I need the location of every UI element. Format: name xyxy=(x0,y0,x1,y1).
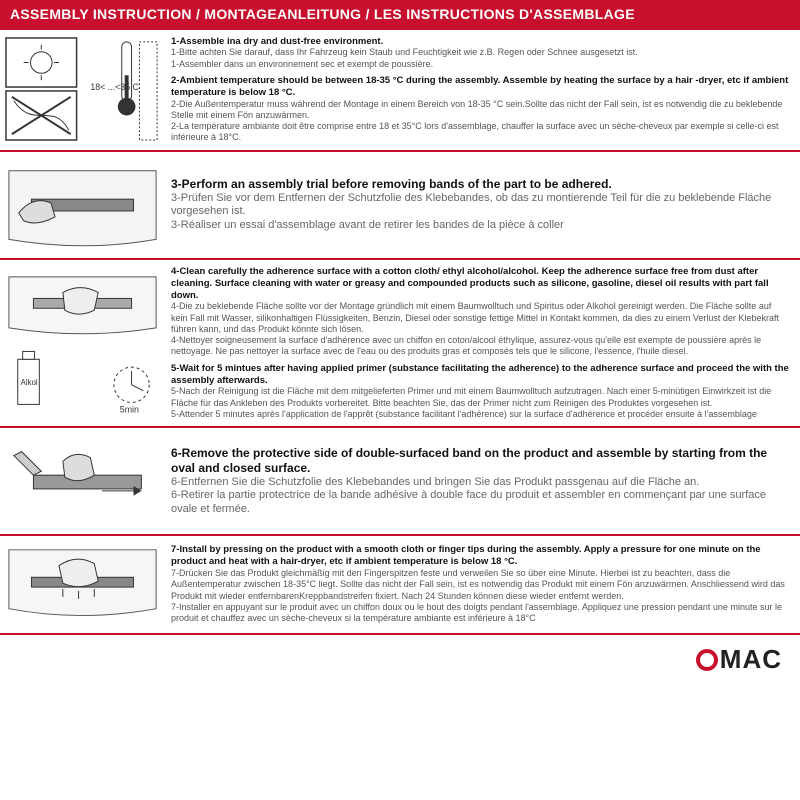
step-row-4-5: Alkol 5min 4-Clean carefully the adheren… xyxy=(0,260,800,428)
step4-en: 4-Clean carefully the adherence surface … xyxy=(171,266,790,302)
step1-de: 1-Bitte achten Sie darauf, dass Ihr Fahr… xyxy=(171,47,790,58)
svg-text:18< ...<35 C: 18< ...<35 C xyxy=(90,82,139,92)
step7-fr: 7-Installer en appuyant sur le produit a… xyxy=(171,602,790,625)
step6-en: 6-Remove the protective side of double-s… xyxy=(171,446,790,476)
step-row-1-2: 18< ...<35 C 1-Assemble ina dry and dust… xyxy=(0,30,800,152)
illustration-peel xyxy=(0,428,165,534)
step-text-7: 7-Install by pressing on the product wit… xyxy=(165,536,800,632)
step2-de: 2-Die Außentemperatur muss während der M… xyxy=(171,99,790,122)
illustration-trial xyxy=(0,152,165,258)
step5-fr: 5-Attender 5 minutes après l'application… xyxy=(171,409,790,420)
step4-fr: 4-Nettoyer soigneusement la surface d'ad… xyxy=(171,335,790,358)
step1-en: 1-Assemble ina dry and dust-free environ… xyxy=(171,36,790,48)
step-text-6: 6-Remove the protective side of double-s… xyxy=(165,428,800,534)
illustration-press xyxy=(0,536,165,632)
step7-en: 7-Install by pressing on the product wit… xyxy=(171,544,790,568)
illustration-environment: 18< ...<35 C xyxy=(0,30,165,150)
logo-text: MAC xyxy=(720,643,782,676)
step7-de: 7-Drücken Sie das Produkt gleichmäßig mi… xyxy=(171,568,790,602)
step-text-3: 3-Perform an assembly trial before remov… xyxy=(165,152,800,258)
step-text-4-5: 4-Clean carefully the adherence surface … xyxy=(165,260,800,426)
step4-de: 4-Die zu beklebende Fläche sollte vor de… xyxy=(171,301,790,335)
step-row-6: 6-Remove the protective side of double-s… xyxy=(0,428,800,536)
step-row-7: 7-Install by pressing on the product wit… xyxy=(0,536,800,634)
footer: MAC xyxy=(0,635,800,676)
step3-en: 3-Perform an assembly trial before remov… xyxy=(171,177,790,192)
step5-de: 5-Nach der Reinigung ist die Fläche mit … xyxy=(171,386,790,409)
step6-fr: 6-Retirer la partie protectrice de la ba… xyxy=(171,489,790,517)
step6-de: 6-Entfernen Sie die Schutzfolie des Kleb… xyxy=(171,476,790,490)
logo-ring-icon xyxy=(696,649,718,671)
step2-en: 2-Ambient temperature should be between … xyxy=(171,75,790,99)
step-text-1-2: 1-Assemble ina dry and dust-free environ… xyxy=(165,30,800,150)
svg-text:5min: 5min xyxy=(120,405,139,415)
step1-fr: 1-Assembler dans un environnement sec et… xyxy=(171,59,790,70)
step2-fr: 2-La température ambiante doit être comp… xyxy=(171,121,790,144)
illustration-clean-primer: Alkol 5min xyxy=(0,260,165,426)
brand-logo: MAC xyxy=(696,643,782,676)
step5-en: 5-Wait for 5 mintues after having applie… xyxy=(171,363,790,387)
step-row-3: 3-Perform an assembly trial before remov… xyxy=(0,152,800,260)
svg-text:Alkol: Alkol xyxy=(21,378,38,387)
step3-fr: 3-Réaliser un essai d'assemblage avant d… xyxy=(171,219,790,233)
page-title: ASSEMBLY INSTRUCTION / MONTAGEANLEITUNG … xyxy=(0,0,800,30)
step3-de: 3-Prüfen Sie vor dem Entfernen der Schut… xyxy=(171,192,790,220)
